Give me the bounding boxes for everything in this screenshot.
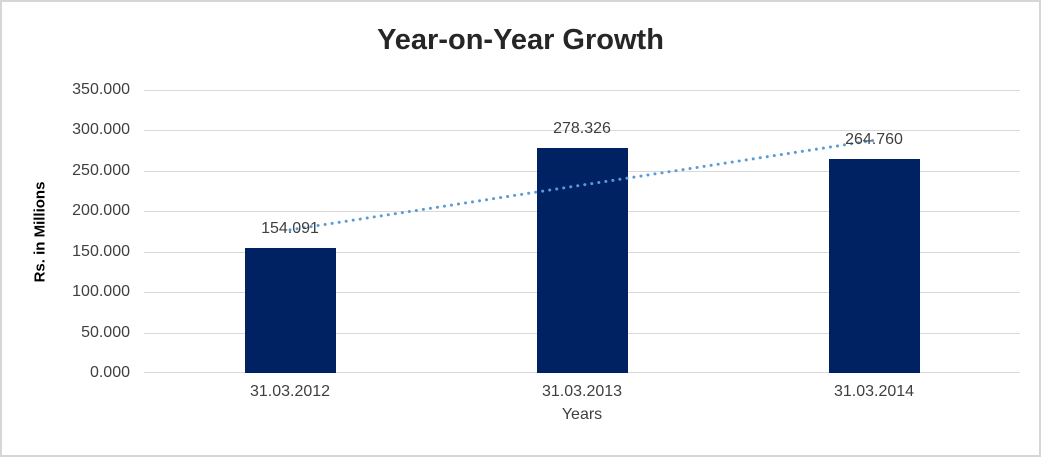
gridline [144,130,1020,131]
gridline [144,90,1020,91]
bar-value-label: 278.326 [553,119,611,137]
y-tick-label: 350.000 [72,81,130,98]
x-tick-label: 31.03.2013 [541,383,623,400]
x-axis-title: Years [561,406,603,423]
trendline [288,138,876,232]
y-tick-label: 300.000 [72,121,130,139]
y-tick-label: 0.000 [89,364,130,381]
y-tick-label: 50.000 [81,323,130,341]
y-tick-label: 250.000 [72,161,130,179]
y-tick-label: 100.000 [72,283,130,301]
bar-value-label: 154.091 [261,220,319,238]
bar [828,158,920,373]
y-axis-title: Rs. in Millions [31,181,49,283]
y-tick-label: 200.000 [72,202,130,220]
x-tick-label: 31.03.2014 [833,383,915,400]
y-tick-label: 150.000 [72,242,130,260]
plot-area: 154.091 278.326 264.760 [144,90,1020,373]
bar-value-label: 264.760 [845,130,903,148]
bar [536,147,628,373]
chart-title: Year-on-Year Growth [377,24,664,56]
bar [244,248,336,373]
x-tick-label: 31.03.2012 [249,383,331,400]
